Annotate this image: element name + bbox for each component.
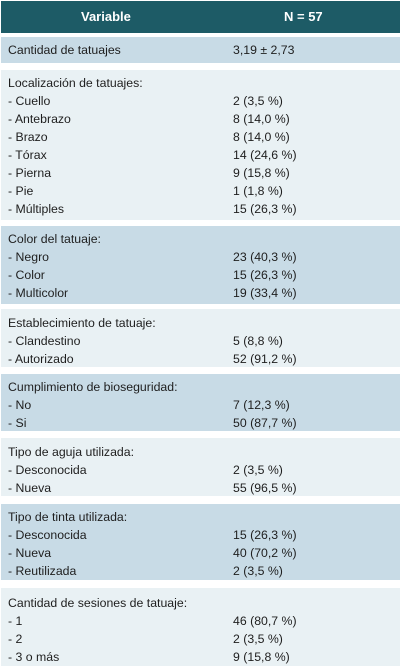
row-label: - Autorizado <box>8 352 74 366</box>
row-value: 5 (8,8 %) <box>233 334 283 348</box>
row-value: 52 (91,2 %) <box>233 352 297 366</box>
table-row: - No 7 (12,3 %) <box>1 396 400 414</box>
row-value: 2 (3,5 %) <box>233 463 283 477</box>
table-row: Cantidad de tatuajes 3,19 ± 2,73 <box>1 41 400 59</box>
row-label: - Negro <box>8 250 50 264</box>
table-row: - Desconocida 2 (3,5 %) <box>1 461 400 479</box>
row-label: Establecimiento de tatuaje: <box>8 316 156 330</box>
row-label: Cantidad de tatuajes <box>8 43 121 57</box>
table-row: - Brazo 8 (14,0 %) <box>1 128 400 146</box>
row-label: - Brazo <box>8 130 48 144</box>
table-row: - Pie 1 (1,8 %) <box>1 182 400 200</box>
row-label: Tipo de tinta utilizada: <box>8 510 128 524</box>
table-row: Establecimiento de tatuaje: <box>1 314 400 332</box>
table-row: - Multicolor 19 (33,4 %) <box>1 284 400 302</box>
row-value: 40 (70,2 %) <box>233 546 297 560</box>
row-label: - Nueva <box>8 481 52 495</box>
table-row: - Pierna 9 (15,8 %) <box>1 164 400 182</box>
row-label: - 1 <box>8 614 23 628</box>
row-label: - Desconocida <box>8 528 87 542</box>
row-label: - Pierna <box>8 166 52 180</box>
table-row: - Múltiples 15 (26,3 %) <box>1 200 400 218</box>
table-row: - 1 46 (80,7 %) <box>1 612 400 630</box>
row-label: - Tórax <box>8 148 47 162</box>
table-group: Localización de tatuajes: - Cuello 2 (3,5 … <box>1 70 400 220</box>
table-group: Color del tatuaje: - Negro 23 (40,3 %) - Co… <box>1 226 400 304</box>
table-group: Tipo de aguja utilizada: - Desconocida 2 (… <box>1 438 400 496</box>
row-label: - Antebrazo <box>8 112 71 126</box>
table-row: - Reutilizada 2 (3,5 %) <box>1 562 400 580</box>
row-value: 9 (15,8 %) <box>233 166 290 180</box>
row-value: 3,19 ± 2,73 <box>233 43 295 57</box>
row-label: - Pie <box>8 184 34 198</box>
table-row: - Autorizado 52 (91,2 %) <box>1 350 400 368</box>
table-row: - Antebrazo 8 (14,0 %) <box>1 110 400 128</box>
row-value: 15 (26,3 %) <box>233 268 297 282</box>
table-row: - 3 o más 9 (15,8 %) <box>1 648 400 666</box>
table-row: - Cuello 2 (3,5 %) <box>1 92 400 110</box>
table-group: Establecimiento de tatuaje: - Clandestino… <box>1 309 400 367</box>
row-label: - Reutilizada <box>8 564 77 578</box>
table-row: Tipo de tinta utilizada: <box>1 508 400 526</box>
row-label: Color del tatuaje: <box>8 232 101 246</box>
row-value: 8 (14,0 %) <box>233 130 290 144</box>
row-label: - Si <box>8 416 27 430</box>
row-label: - Desconocida <box>8 463 87 477</box>
row-label: Localización de tatuajes: <box>8 76 143 90</box>
row-label: - Múltiples <box>8 202 65 216</box>
row-label: - Color <box>8 268 45 282</box>
row-value: 9 (15,8 %) <box>233 650 290 664</box>
row-value: 15 (26,3 %) <box>233 202 297 216</box>
table-row: - Tórax 14 (24,6 %) <box>1 146 400 164</box>
table-row: Localización de tatuajes: <box>1 74 400 92</box>
row-value: 19 (33,4 %) <box>233 286 297 300</box>
row-value: 23 (40,3 %) <box>233 250 297 264</box>
row-label: - 3 o más <box>8 650 60 664</box>
table-row: Cumplimiento de bioseguridad: <box>1 378 400 396</box>
table-row: - Nueva 40 (70,2 %) <box>1 544 400 562</box>
row-label: Cantidad de sesiones de tatuaje: <box>8 596 188 610</box>
row-value: 50 (87,7 %) <box>233 416 297 430</box>
row-value: 46 (80,7 %) <box>233 614 297 628</box>
row-value: 1 (1,8 %) <box>233 184 283 198</box>
row-value: 7 (12,3 %) <box>233 398 290 412</box>
row-value: 2 (3,5 %) <box>233 564 283 578</box>
table-row: Cantidad de sesiones de tatuaje: <box>1 594 400 612</box>
row-label: - Clandestino <box>8 334 81 348</box>
table-row: - 2 2 (3,5 %) <box>1 630 400 648</box>
row-value: 15 (26,3 %) <box>233 528 297 542</box>
table-row: - Desconocida 15 (26,3 %) <box>1 526 400 544</box>
table-row: Tipo de aguja utilizada: <box>1 443 400 461</box>
row-label: - Multicolor <box>8 286 69 300</box>
row-label: Cumplimiento de bioseguridad: <box>8 380 178 394</box>
row-label: - No <box>8 398 32 412</box>
row-value: 8 (14,0 %) <box>233 112 290 126</box>
row-label: Tipo de aguja utilizada: <box>8 445 135 459</box>
table-header: Variable N = 57 <box>1 1 400 33</box>
table-row: - Color 15 (26,3 %) <box>1 266 400 284</box>
row-label: - Nueva <box>8 546 52 560</box>
table-row: Color del tatuaje: <box>1 230 400 248</box>
table-group: Cantidad de tatuajes 3,19 ± 2,73 <box>1 37 400 63</box>
table-row: - Si 50 (87,7 %) <box>1 414 400 432</box>
header-n: N = 57 <box>284 9 323 24</box>
table-group: Cantidad de sesiones de tatuaje: - 1 46 (8… <box>1 588 400 666</box>
header-variable: Variable <box>81 9 131 24</box>
row-value: 2 (3,5 %) <box>233 94 283 108</box>
table-group: Tipo de tinta utilizada: - Desconocida 15 … <box>1 504 400 580</box>
row-label: - Cuello <box>8 94 51 108</box>
table-row: - Clandestino 5 (8,8 %) <box>1 332 400 350</box>
row-label: - 2 <box>8 632 23 646</box>
table-row: - Negro 23 (40,3 %) <box>1 248 400 266</box>
table-row: - Nueva 55 (96,5 %) <box>1 479 400 497</box>
row-value: 55 (96,5 %) <box>233 481 297 495</box>
row-value: 14 (24,6 %) <box>233 148 297 162</box>
table-group: Cumplimiento de bioseguridad: - No 7 (12,3… <box>1 374 400 431</box>
row-value: 2 (3,5 %) <box>233 632 283 646</box>
